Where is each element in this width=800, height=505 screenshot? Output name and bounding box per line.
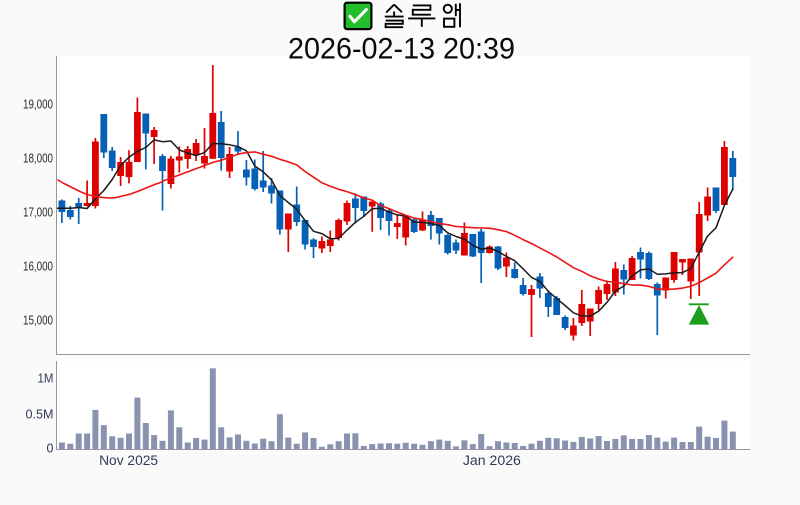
svg-text:2026-02-13 20:39: 2026-02-13 20:39 bbox=[288, 33, 515, 66]
svg-text:19,000: 19,000 bbox=[23, 97, 53, 111]
svg-text:0: 0 bbox=[47, 442, 54, 456]
svg-text:16,000: 16,000 bbox=[23, 259, 53, 273]
svg-text:Jan 2026: Jan 2026 bbox=[463, 453, 521, 468]
svg-text:15,000: 15,000 bbox=[23, 313, 53, 327]
svg-text:1M: 1M bbox=[38, 372, 54, 386]
svg-text:18,000: 18,000 bbox=[23, 151, 53, 165]
svg-text:17,000: 17,000 bbox=[23, 205, 53, 219]
svg-text:0.5M: 0.5M bbox=[26, 408, 54, 422]
svg-text:Nov 2025: Nov 2025 bbox=[99, 453, 158, 468]
